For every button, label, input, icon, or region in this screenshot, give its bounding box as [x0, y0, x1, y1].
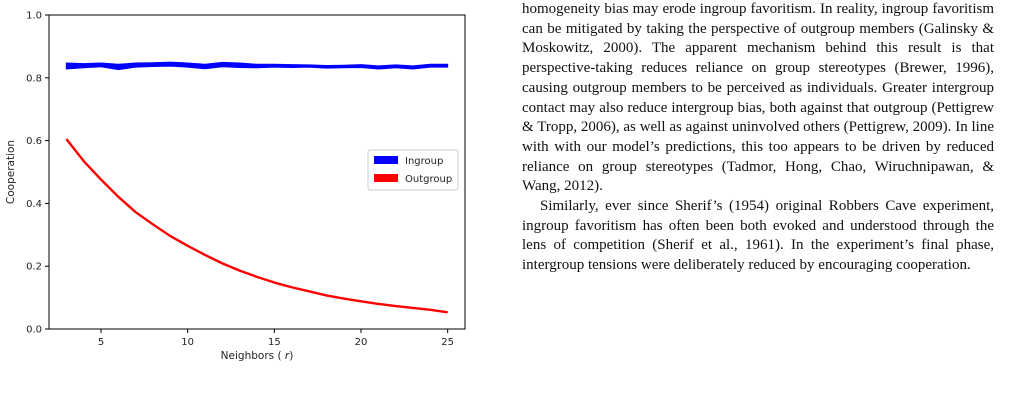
y-axis-ticks: 0.0 0.2 0.4 0.6 0.8 1.0 — [26, 11, 49, 336]
body-text-column: homogeneity bias may erode ingroup favor… — [522, 0, 994, 276]
line-layer — [65, 138, 448, 314]
legend-label-outgroup: Outgroup — [405, 174, 452, 185]
x-axis-label-tail: ) — [289, 350, 293, 362]
y-tick-label: 1.0 — [26, 11, 42, 22]
series-band-ingroup — [65, 61, 449, 71]
legend: Ingroup Outgroup — [367, 149, 459, 191]
y-tick-label: 0.6 — [26, 136, 42, 147]
y-tick-label: 0.2 — [26, 262, 42, 273]
y-axis-label: Cooperation — [5, 140, 17, 204]
series-line-outgroup — [65, 138, 448, 314]
y-tick-label: 0.0 — [26, 325, 42, 336]
legend-label-ingroup: Ingroup — [405, 156, 443, 167]
legend-swatch-ingroup — [374, 156, 398, 164]
x-axis-label-variable: r — [285, 350, 290, 362]
y-tick-label: 0.4 — [26, 199, 42, 210]
paragraph: homogeneity bias may erode ingroup favor… — [522, 1, 994, 195]
x-tick-label: 15 — [268, 337, 281, 348]
x-tick-label: 5 — [98, 337, 104, 348]
paragraph: Similarly, ever since Sherif’s (1954) or… — [522, 198, 994, 274]
x-tick-label: 25 — [441, 337, 454, 348]
cooperation-line-chart: 5 10 15 20 25 0.0 0.2 0.4 0.6 0.8 1.0 Neighbors (… — [5, 11, 466, 362]
cooperation-figure: 5 10 15 20 25 0.0 0.2 0.4 0.6 0.8 1.0 Neighbors (… — [0, 0, 480, 416]
y-tick-label: 0.8 — [26, 73, 42, 84]
x-axis-ticks: 5 10 15 20 25 — [98, 329, 454, 348]
x-tick-label: 20 — [355, 337, 368, 348]
legend-swatch-outgroup — [374, 174, 398, 182]
plot-frame — [48, 14, 466, 330]
x-tick-label: 10 — [181, 337, 194, 348]
x-axis-label: Neighbors ( r) — [221, 350, 294, 362]
band-layer — [65, 61, 449, 71]
